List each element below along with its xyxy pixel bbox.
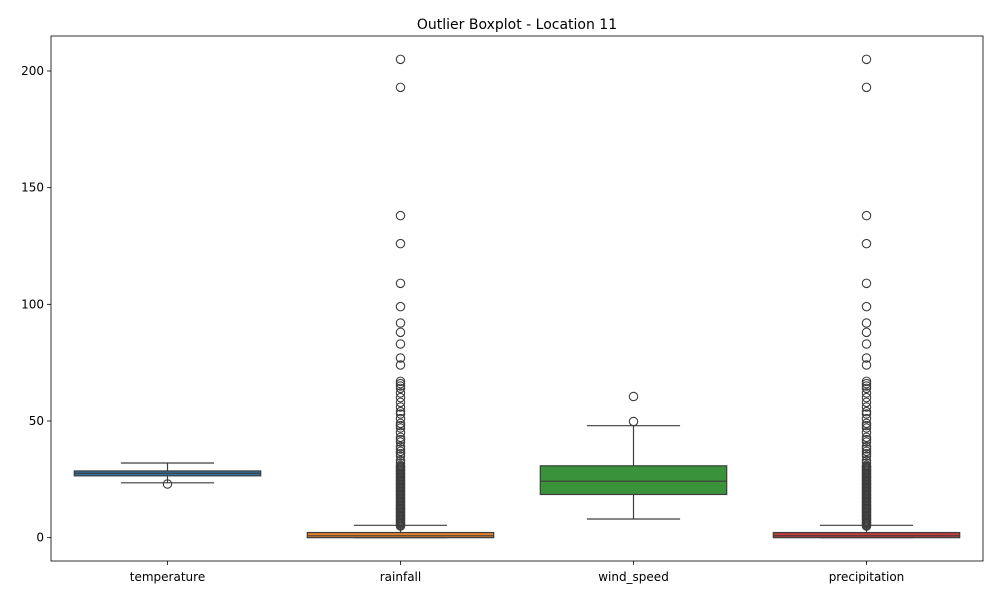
outlier-point xyxy=(395,82,406,93)
outlier-point xyxy=(162,479,173,489)
outlier-point xyxy=(395,339,406,349)
box-group-wind_speed xyxy=(539,391,728,520)
outlier-point xyxy=(861,327,872,338)
outlier-point xyxy=(395,420,406,431)
y-tick-label: 200 xyxy=(21,64,44,78)
outlier-point xyxy=(861,434,872,445)
outlier-point xyxy=(395,423,406,433)
outlier-point xyxy=(395,451,406,461)
outlier-point xyxy=(861,376,872,387)
y-tick-label: 150 xyxy=(21,181,44,195)
outlier-point xyxy=(861,392,872,403)
outlier-point xyxy=(395,448,406,459)
chart-title: Outlier Boxplot - Location 11 xyxy=(417,17,617,33)
x-tick-label: rainfall xyxy=(380,570,421,584)
box-iqr xyxy=(539,465,728,496)
outlier-point xyxy=(861,427,872,438)
outlier-point xyxy=(861,360,872,370)
x-tick-label: precipitation xyxy=(829,570,905,584)
outlier-point xyxy=(861,54,872,65)
outlier-point xyxy=(395,376,406,387)
outlier-point xyxy=(861,441,872,452)
outlier-point xyxy=(395,458,406,468)
outlier-point xyxy=(395,388,406,398)
outlier-point xyxy=(861,301,872,312)
outlier-point xyxy=(861,448,872,459)
outlier-point xyxy=(395,444,406,454)
outlier-point xyxy=(395,406,406,417)
outlier-point xyxy=(861,353,872,363)
outlier-point xyxy=(861,238,872,249)
outlier-point xyxy=(861,423,872,433)
outlier-point xyxy=(861,446,872,457)
outlier-point xyxy=(861,455,872,466)
outlier-point xyxy=(861,437,872,447)
outlier-point xyxy=(861,402,872,412)
plot-content xyxy=(73,54,961,539)
outlier-point xyxy=(395,437,406,447)
outlier-point xyxy=(861,339,872,349)
outlier-point xyxy=(395,441,406,452)
box-group-precipitation xyxy=(772,54,961,539)
outlier-point xyxy=(861,458,872,468)
outlier-point xyxy=(861,278,872,289)
outlier-point xyxy=(395,397,406,408)
outlier-point xyxy=(395,455,406,466)
outlier-point xyxy=(395,238,406,249)
box-group-temperature xyxy=(73,462,262,489)
outlier-point xyxy=(628,391,639,402)
outlier-point xyxy=(861,381,872,391)
outlier-point xyxy=(861,406,872,417)
outlier-point xyxy=(395,392,406,403)
outlier-point xyxy=(395,278,406,289)
outlier-point xyxy=(395,210,406,221)
outlier-point xyxy=(861,388,872,398)
outlier-point xyxy=(861,210,872,221)
outlier-point xyxy=(628,416,639,427)
x-tick-label: temperature xyxy=(130,570,205,584)
box-iqr xyxy=(772,531,961,539)
outlier-point xyxy=(861,383,872,394)
outlier-point xyxy=(395,427,406,438)
outlier-point xyxy=(861,432,872,443)
y-tick-label: 0 xyxy=(36,531,44,545)
outlier-point xyxy=(861,420,872,431)
y-tick-label: 50 xyxy=(29,414,44,428)
outlier-point xyxy=(395,327,406,338)
outlier-point xyxy=(395,409,406,419)
outlier-point xyxy=(395,434,406,445)
outlier-point xyxy=(395,432,406,443)
outlier-point xyxy=(395,413,406,424)
outlier-point xyxy=(861,413,872,424)
y-axis: 0 50 100 150 200 xyxy=(21,64,51,545)
outlier-point xyxy=(395,446,406,457)
outlier-point xyxy=(395,378,406,389)
box-iqr xyxy=(306,531,495,539)
outlier-point xyxy=(395,301,406,312)
outlier-point xyxy=(395,54,406,65)
y-tick-label: 100 xyxy=(21,297,44,311)
box-group-rainfall xyxy=(306,54,495,539)
x-axis: temperature rainfall wind_speed precipitati… xyxy=(130,561,905,584)
outlier-point xyxy=(861,82,872,93)
outlier-point xyxy=(861,318,872,328)
outlier-point xyxy=(395,383,406,394)
outlier-point xyxy=(861,418,872,429)
x-tick-label: wind_speed xyxy=(598,570,669,584)
outlier-point xyxy=(861,397,872,408)
outlier-point xyxy=(395,460,406,471)
outlier-point xyxy=(861,444,872,454)
outlier-point xyxy=(861,451,872,461)
outlier-point xyxy=(861,378,872,389)
outlier-point xyxy=(395,381,406,391)
outlier-point xyxy=(861,409,872,419)
outlier-point xyxy=(395,418,406,429)
outlier-point xyxy=(861,460,872,471)
outlier-point xyxy=(395,353,406,363)
plot-frame xyxy=(50,35,984,562)
outlier-point xyxy=(395,402,406,412)
outlier-point xyxy=(395,360,406,370)
outlier-point xyxy=(395,318,406,328)
